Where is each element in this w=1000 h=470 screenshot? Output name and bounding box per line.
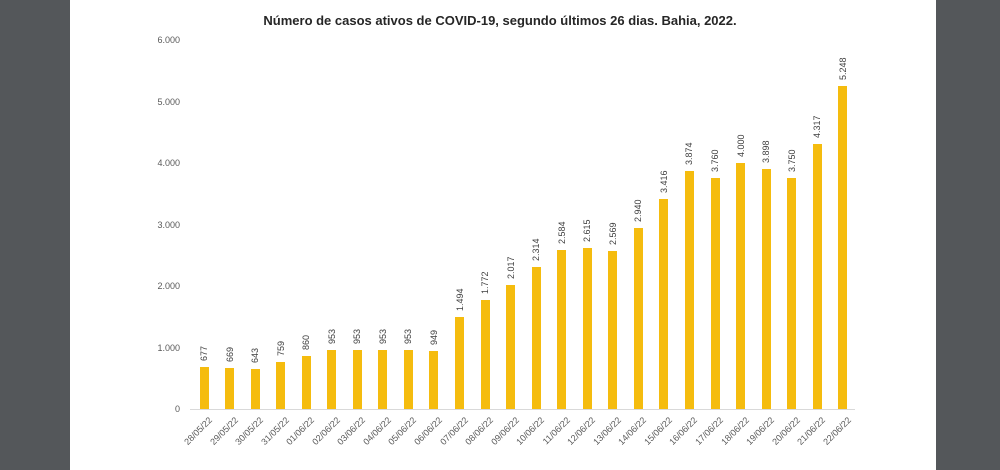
- bar-value-label: 953: [403, 329, 414, 345]
- y-tick-label: 4.000: [157, 158, 180, 168]
- bar-value-label: 1.772: [480, 271, 491, 295]
- bar: [633, 228, 643, 409]
- bar-value-label: 953: [377, 329, 388, 345]
- bar: [761, 169, 771, 409]
- bar-value-label: 949: [428, 329, 439, 345]
- bar-value-label: 860: [301, 335, 312, 351]
- y-tick-label: 0: [174, 404, 180, 414]
- y-tick-label: 5.000: [157, 96, 180, 107]
- bar-value-label: 2.017: [505, 256, 516, 279]
- bar: [659, 198, 669, 409]
- bar-value-label: 3.898: [761, 140, 772, 164]
- bar: [378, 350, 388, 409]
- bar-value-label: 4.000: [735, 134, 746, 157]
- x-axis-line: [190, 409, 855, 410]
- bar: [787, 178, 797, 409]
- bar: [838, 86, 848, 409]
- bar-value-label: 953: [326, 329, 337, 345]
- bar-value-label: 1.494: [454, 288, 465, 312]
- bar: [199, 367, 209, 409]
- bar: [710, 177, 720, 409]
- bar: [736, 163, 746, 409]
- bar-value-label: 759: [275, 341, 286, 357]
- bar-value-label: 4.317: [812, 114, 823, 138]
- bar: [250, 369, 260, 409]
- bar-value-label: 643: [250, 348, 261, 364]
- bar: [582, 248, 592, 409]
- bar: [557, 250, 567, 409]
- bar: [352, 350, 362, 409]
- bar: [455, 317, 464, 409]
- bar-value-label: 2.615: [582, 219, 593, 243]
- bar-value-label: 2.940: [633, 199, 644, 223]
- bar-value-label: 953: [352, 329, 363, 345]
- bar-value-label: 3.750: [786, 149, 797, 173]
- bar: [608, 251, 618, 409]
- bar: [225, 367, 235, 409]
- bar: [301, 356, 311, 409]
- y-tick-label: 3.000: [157, 219, 180, 230]
- bar-value-label: 669: [224, 346, 235, 362]
- bar: [506, 284, 516, 409]
- bar: [429, 350, 439, 409]
- bar: [327, 350, 337, 409]
- bar: [531, 266, 541, 409]
- bar-value-label: 5.248: [837, 57, 848, 81]
- bar-value-label: 2.569: [607, 222, 618, 245]
- bar: [403, 350, 413, 409]
- chart-title: Número de casos ativos de COVID-19, segu…: [263, 13, 737, 28]
- bar: [480, 300, 490, 409]
- bar-value-label: 3.416: [658, 170, 669, 193]
- y-tick-label: 2.000: [157, 281, 180, 291]
- bar: [812, 143, 822, 409]
- bar-value-label: 3.760: [710, 149, 720, 172]
- bar-value-label: 677: [199, 346, 209, 362]
- bar-value-label: 2.584: [556, 221, 567, 245]
- y-tick-label: 1.000: [157, 342, 180, 353]
- y-tick-label: 6.000: [157, 35, 180, 45]
- bar-value-label: 2.314: [531, 238, 542, 261]
- bar: [684, 170, 694, 409]
- bar-value-label: 3.874: [684, 142, 695, 165]
- bar: [276, 362, 286, 409]
